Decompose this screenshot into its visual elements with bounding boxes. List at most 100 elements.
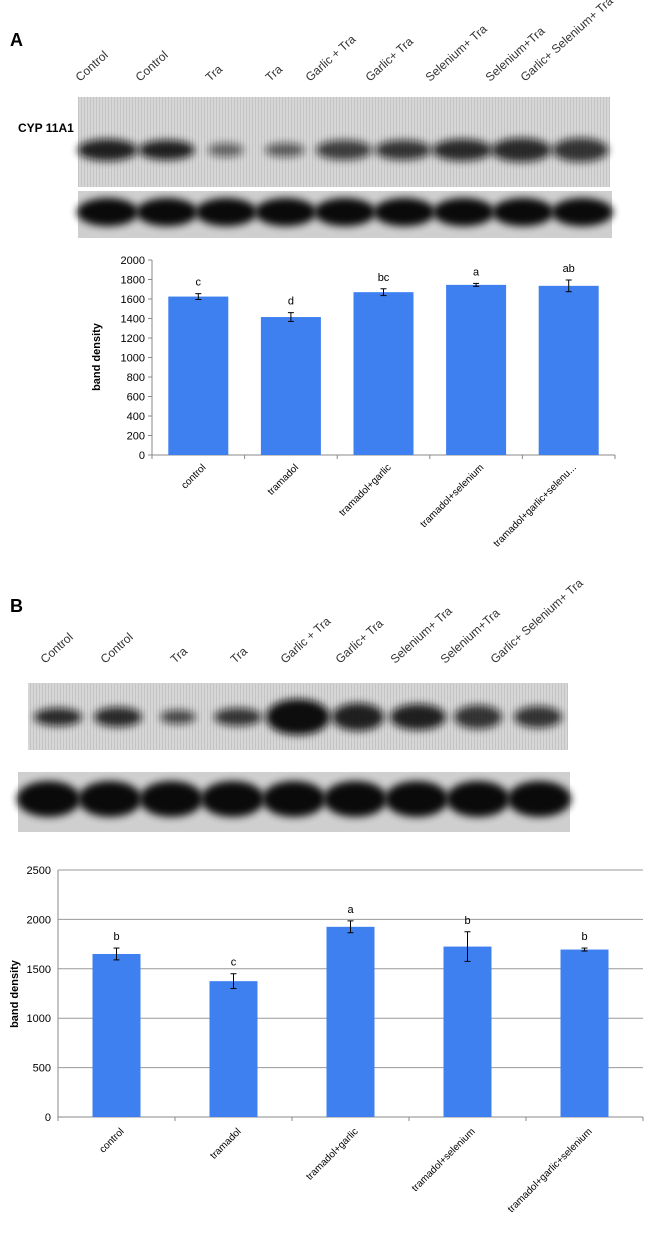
lane-label: Selenium+Tra bbox=[483, 24, 548, 85]
band bbox=[195, 198, 258, 227]
y-axis-label: band density bbox=[9, 959, 21, 1028]
error-bar bbox=[464, 931, 471, 962]
significance-letter: b bbox=[464, 915, 470, 927]
band bbox=[264, 143, 305, 157]
bar bbox=[353, 292, 414, 455]
lane-label: Control bbox=[73, 48, 111, 84]
significance-letter: b bbox=[113, 931, 119, 943]
error-bar bbox=[347, 920, 354, 934]
significance-letter: a bbox=[347, 904, 354, 916]
bar bbox=[326, 926, 375, 1117]
y-tick-label: 1000 bbox=[121, 353, 145, 365]
significance-letter: ab bbox=[563, 263, 575, 275]
y-tick-label: 1400 bbox=[121, 314, 145, 326]
band bbox=[214, 708, 262, 726]
band bbox=[552, 138, 609, 162]
bar bbox=[560, 949, 609, 1117]
error-bar bbox=[113, 947, 120, 961]
band bbox=[323, 781, 388, 817]
x-tick-label: tramadol bbox=[208, 1126, 243, 1161]
band bbox=[316, 140, 372, 160]
band bbox=[160, 710, 196, 724]
band bbox=[78, 781, 142, 817]
band bbox=[314, 198, 376, 227]
x-tick-label: control bbox=[98, 1126, 127, 1155]
bar bbox=[260, 317, 321, 455]
error-bar bbox=[230, 973, 237, 990]
lane-label: Garlic+ Selenium+ Tra bbox=[488, 576, 586, 667]
error-bar bbox=[473, 282, 480, 287]
lane-label: Control bbox=[133, 48, 171, 84]
band bbox=[432, 198, 495, 227]
band bbox=[507, 781, 572, 817]
x-tick-label: control bbox=[179, 462, 208, 491]
x-tick-label: tramadol+garlic bbox=[337, 462, 393, 518]
lane-label: Tra bbox=[203, 62, 226, 84]
error-bar bbox=[380, 288, 387, 297]
bar bbox=[446, 284, 507, 455]
lane-label: Control bbox=[98, 630, 136, 666]
lane-label: Tra bbox=[228, 644, 251, 666]
significance-letter: d bbox=[288, 296, 294, 308]
lane-label: Selenium+ Tra bbox=[423, 22, 490, 85]
y-tick-label: 2000 bbox=[121, 255, 145, 267]
band bbox=[454, 705, 502, 729]
band bbox=[254, 198, 317, 227]
y-tick-label: 200 bbox=[127, 431, 145, 443]
error-bar bbox=[565, 279, 572, 293]
lane-label: Garlic + Tra bbox=[303, 32, 359, 84]
bar bbox=[209, 981, 258, 1117]
error-bar bbox=[581, 947, 588, 952]
lane-label: Garlic+ Tra bbox=[333, 616, 386, 666]
band bbox=[492, 198, 554, 227]
lane-label: Tra bbox=[168, 644, 191, 666]
significance-letter: b bbox=[581, 931, 587, 943]
y-tick-label: 0 bbox=[45, 1112, 51, 1124]
y-tick-label: 2000 bbox=[27, 914, 51, 926]
lane-label: Garlic + Tra bbox=[278, 614, 334, 666]
y-tick-label: 1000 bbox=[27, 1013, 51, 1025]
band bbox=[375, 140, 432, 160]
error-bar bbox=[195, 293, 202, 300]
band bbox=[16, 781, 81, 817]
y-tick-label: 2500 bbox=[27, 865, 51, 877]
y-tick-label: 800 bbox=[127, 372, 145, 384]
band bbox=[384, 781, 449, 817]
significance-letter: c bbox=[231, 957, 237, 969]
x-tick-label: tramadol bbox=[266, 462, 301, 497]
bar bbox=[443, 946, 492, 1117]
band bbox=[136, 198, 198, 227]
band bbox=[94, 707, 142, 727]
y-tick-label: 0 bbox=[139, 450, 145, 462]
band bbox=[514, 706, 562, 728]
band bbox=[390, 704, 446, 730]
band bbox=[34, 708, 82, 726]
y-axis-label: band density bbox=[91, 322, 103, 391]
y-tick-label: 1800 bbox=[121, 275, 145, 287]
band bbox=[200, 781, 265, 817]
panel-label: B bbox=[10, 596, 23, 616]
band bbox=[77, 139, 138, 161]
bar bbox=[168, 296, 229, 455]
bar bbox=[538, 285, 599, 455]
x-tick-label: tramadol+garlic bbox=[304, 1126, 360, 1182]
band bbox=[138, 140, 195, 160]
lane-label: Tra bbox=[263, 62, 286, 84]
band bbox=[332, 703, 384, 731]
band bbox=[373, 198, 436, 227]
x-tick-label: tramadol+garlic+selenu... bbox=[492, 462, 579, 549]
band bbox=[139, 781, 204, 817]
band bbox=[551, 198, 614, 227]
significance-letter: bc bbox=[378, 272, 390, 284]
x-tick-label: tramadol+selenium bbox=[410, 1126, 478, 1194]
significance-letter: c bbox=[196, 277, 202, 289]
y-tick-label: 500 bbox=[33, 1063, 51, 1075]
y-tick-label: 400 bbox=[127, 411, 145, 423]
error-bar bbox=[287, 312, 294, 322]
x-tick-label: tramadol+selenium bbox=[419, 462, 487, 530]
y-tick-label: 1200 bbox=[121, 333, 145, 345]
band bbox=[491, 138, 552, 162]
y-tick-label: 1600 bbox=[121, 294, 145, 306]
significance-letter: a bbox=[473, 266, 480, 278]
